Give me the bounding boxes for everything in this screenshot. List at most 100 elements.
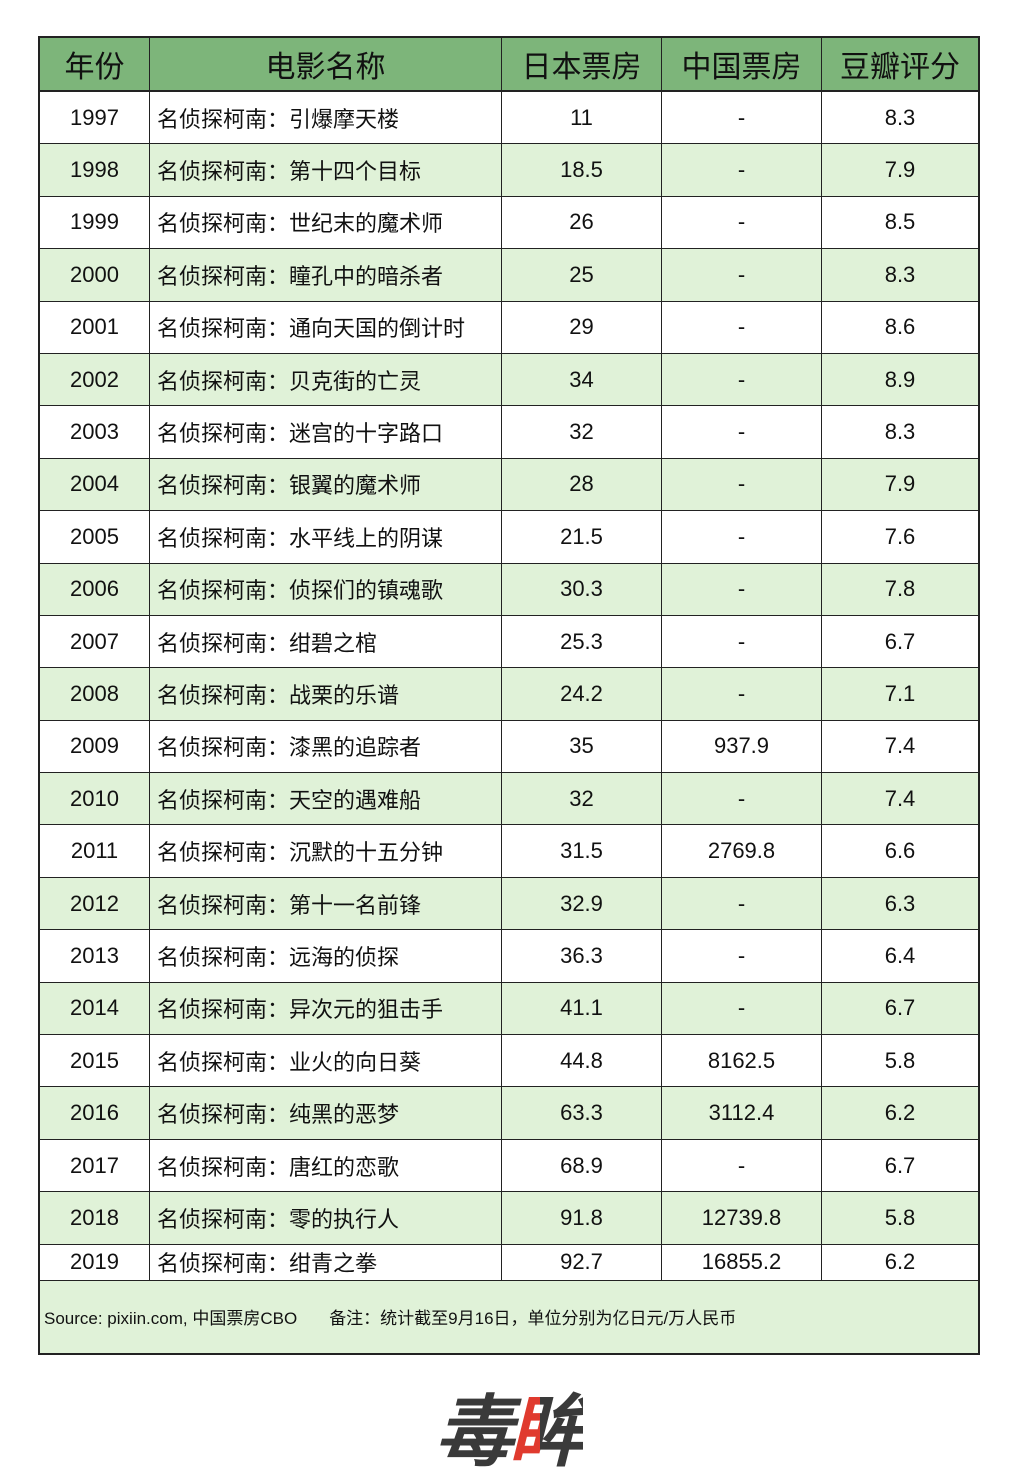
table-header: 年份 电影名称 日本票房 中国票房 豆瓣评分: [40, 38, 978, 92]
cell-year: 2011: [40, 825, 150, 877]
cell-japan-box-office: 91.8: [502, 1192, 662, 1244]
header-title: 电影名称: [150, 38, 502, 90]
brand-logo: 毒眸: [0, 1370, 1018, 1482]
cell-year: 2012: [40, 877, 150, 930]
table-row: 2017 名侦探柯南：唐红的恋歌 68.9- 6.7: [40, 1139, 978, 1193]
table-row: 2008 名侦探柯南：战栗的乐谱 24.2- 7.1: [40, 668, 978, 721]
cell-china-box-office: -: [662, 615, 822, 668]
table-row: 2018 名侦探柯南：零的执行人 91.8 12739.8 5.8: [40, 1192, 978, 1245]
cell-douban-rating: 8.3: [884, 261, 916, 287]
cell-douban-rating: 7.9: [884, 471, 916, 497]
cell-japan-box-office: 36.3: [502, 930, 662, 982]
table-body: 1997 名侦探柯南：引爆摩天楼 11-8.3 1998 名侦探柯南：第十四个目标 18.…: [40, 92, 978, 1281]
cell-douban-rating: 7.6: [884, 523, 916, 549]
cell-china-box-office: 8162.5: [662, 1035, 822, 1087]
cell-japan-box-office: 25.3: [502, 615, 662, 668]
table-row: 1998 名侦探柯南：第十四个目标 18.5- 7.9: [40, 144, 978, 197]
cell-china-box-office: 2769.8: [662, 825, 822, 877]
table-row: 2004 名侦探柯南：银翼的魔术师 28- 7.9: [40, 458, 978, 512]
cell-china-box-office: -: [662, 563, 822, 615]
cell-china-box-office: -: [662, 458, 822, 511]
header-year: 年份: [40, 38, 150, 90]
cell-title: 名侦探柯南：零的执行人: [150, 1192, 502, 1244]
cell-title: 名侦探柯南：纯黑的恶梦: [150, 1087, 502, 1139]
cell-title: 名侦探柯南：迷宫的十字路口: [150, 406, 502, 458]
cell-japan-box-office: 68.9: [502, 1139, 662, 1192]
table-row: 2007 名侦探柯南：绀碧之棺 25.3- 6.7: [40, 615, 978, 669]
cell-douban-rating: 5.8: [884, 1047, 916, 1073]
cell-title: 名侦探柯南：贝克街的亡灵: [150, 353, 502, 406]
table-row: 2013 名侦探柯南：远海的侦探 36.3- 6.4: [40, 930, 978, 983]
table-row: 2006 名侦探柯南：侦探们的镇魂歌 30.3- 7.8: [40, 563, 978, 616]
cell-douban-rating: 7.4: [884, 785, 916, 811]
table-row: 2005 名侦探柯南：水平线上的阴谋 21.5- 7.6: [40, 511, 978, 564]
cell-title: 名侦探柯南：通向天国的倒计时: [150, 301, 502, 353]
cell-douban-rating: 6.7: [884, 995, 916, 1021]
cell-title: 名侦探柯南：天空的遇难船: [150, 773, 502, 825]
cell-year: 2007: [40, 615, 150, 668]
header-japan-box-office: 日本票房: [502, 38, 662, 90]
cell-year: 2019: [40, 1244, 150, 1280]
cell-title: 名侦探柯南：世纪末的魔术师: [150, 196, 502, 249]
cell-year: 2003: [40, 406, 150, 458]
cell-japan-box-office: 34: [502, 353, 662, 406]
cell-japan-box-office: 31.5: [502, 825, 662, 877]
header-china-box-office: 中国票房: [662, 38, 822, 90]
table-row: 2003 名侦探柯南：迷宫的十字路口 32- 8.3: [40, 406, 978, 459]
cell-douban-rating: 6.3: [884, 890, 916, 916]
remark-note: 备注：统计截至9月16日，单位分别为亿日元/万人民币: [329, 1309, 737, 1329]
table-row: 2015 名侦探柯南：业火的向日葵 44.8 8162.5 5.8: [40, 1035, 978, 1088]
cell-japan-box-office: 29: [502, 301, 662, 353]
cell-china-box-office: 3112.4: [662, 1087, 822, 1139]
box-office-table: 年份 电影名称 日本票房 中国票房 豆瓣评分 1997 名侦探柯南：引爆摩天楼 11…: [38, 36, 980, 1355]
cell-year: 1999: [40, 196, 150, 249]
cell-title: 名侦探柯南：银翼的魔术师: [150, 458, 502, 511]
cell-douban-rating: 6.7: [884, 628, 916, 654]
cell-japan-box-office: 24.2: [502, 668, 662, 720]
table-row: 2001 名侦探柯南：通向天国的倒计时 29- 8.6: [40, 301, 978, 354]
cell-japan-box-office: 32: [502, 773, 662, 825]
cell-china-box-office: -: [662, 301, 822, 353]
cell-douban-rating: 6.2: [884, 1100, 916, 1126]
cell-title: 名侦探柯南：瞳孔中的暗杀者: [150, 249, 502, 301]
cell-year: 2009: [40, 720, 150, 773]
cell-title: 名侦探柯南：水平线上的阴谋: [150, 511, 502, 563]
source-note: Source: pixiin.com, 中国票房CBO: [44, 1309, 298, 1329]
cell-year: 2018: [40, 1192, 150, 1244]
cell-title: 名侦探柯南：异次元的狙击手: [150, 982, 502, 1035]
cell-douban-rating: 5.8: [884, 1204, 916, 1230]
table-row: 2011 名侦探柯南：沉默的十五分钟 31.5 2769.8 6.6: [40, 825, 978, 878]
table-row: 2012 名侦探柯南：第十一名前锋 32.9- 6.3: [40, 877, 978, 931]
cell-douban-rating: 6.2: [884, 1249, 916, 1275]
table-footer: Source: pixiin.com, 中国票房CBO 备注：统计截至9月16日…: [40, 1280, 978, 1353]
cell-japan-box-office: 92.7: [502, 1244, 662, 1280]
cell-douban-rating: 8.3: [884, 419, 916, 445]
cell-japan-box-office: 18.5: [502, 144, 662, 196]
cell-year: 2016: [40, 1087, 150, 1139]
cell-year: 1998: [40, 144, 150, 196]
cell-year: 2004: [40, 458, 150, 511]
cell-title: 名侦探柯南：业火的向日葵: [150, 1035, 502, 1087]
cell-china-box-office: -: [662, 773, 822, 825]
cell-china-box-office: -: [662, 353, 822, 406]
cell-douban-rating: 7.1: [884, 680, 916, 706]
cell-china-box-office: -: [662, 930, 822, 982]
cell-japan-box-office: 11: [502, 92, 662, 144]
cell-title: 名侦探柯南：绀青之拳: [150, 1244, 502, 1280]
cell-japan-box-office: 35: [502, 720, 662, 773]
cell-douban-rating: 7.8: [884, 576, 916, 602]
cell-title: 名侦探柯南：战栗的乐谱: [150, 668, 502, 720]
cell-china-box-office: -: [662, 196, 822, 249]
cell-douban-rating: 7.4: [884, 733, 916, 759]
cell-china-box-office: -: [662, 668, 822, 720]
cell-china-box-office: -: [662, 877, 822, 930]
cell-year: 2001: [40, 301, 150, 353]
cell-japan-box-office: 32.9: [502, 877, 662, 930]
table-row: 2016 名侦探柯南：纯黑的恶梦 63.3 3112.4 6.2: [40, 1087, 978, 1140]
cell-year: 2017: [40, 1139, 150, 1192]
cell-year: 2000: [40, 249, 150, 301]
cell-douban-rating: 8.6: [884, 314, 916, 340]
cell-japan-box-office: 25: [502, 249, 662, 301]
logo-char-2: 眸: [509, 1388, 587, 1478]
cell-japan-box-office: 44.8: [502, 1035, 662, 1087]
